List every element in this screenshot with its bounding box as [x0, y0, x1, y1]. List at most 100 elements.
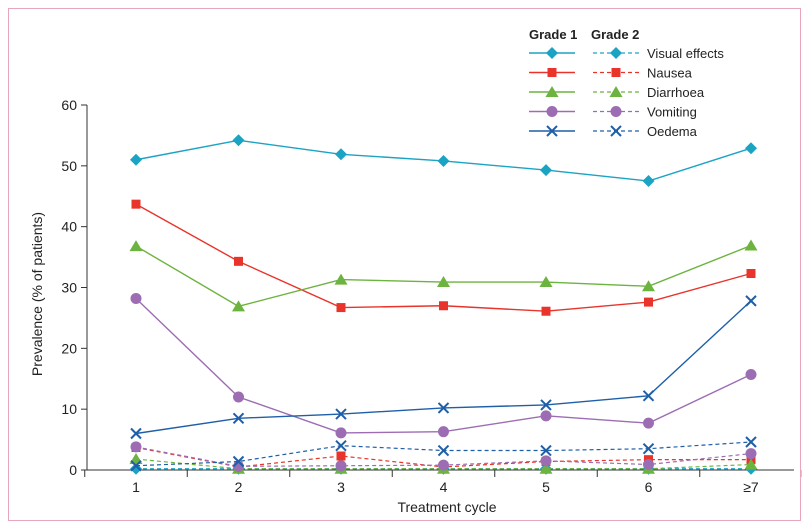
data-point-diarrhoea-grade1: [232, 300, 245, 312]
x-stroke: [437, 444, 450, 457]
data-point-oedema-grade1: [642, 390, 655, 402]
x-stroke: [232, 412, 245, 424]
x-stroke: [437, 402, 450, 414]
x-stroke: [642, 390, 655, 402]
data-point-oedema-grade1: [130, 427, 142, 440]
data-point-vomiting-grade1: [233, 391, 244, 403]
data-point-vomiting-grade1: [335, 427, 347, 439]
line-chart: 0 10 20 30 40 50 60 1 2 3 4 5 6 ≥7 Grade 1 Grade 2 Vi…: [29, 27, 802, 515]
x-stroke: [232, 455, 245, 468]
x-tick-label: 6: [645, 479, 653, 495]
data-point-oedema-grade1: [232, 412, 245, 424]
data-point-nausea-grade1: [541, 306, 551, 316]
x-tick-label: ≥7: [743, 479, 759, 495]
legend-marker-visual-effects-grade1: [546, 47, 558, 59]
data-point-oedema-grade2: [540, 444, 552, 457]
data-point-oedema-grade2: [232, 455, 245, 468]
legend-marker-diarrhoea-grade1: [545, 86, 559, 97]
y-tick-label: 0: [69, 462, 77, 478]
data-point-oedema-grade2: [130, 460, 142, 472]
data-point-diarrhoea-grade1: [437, 276, 450, 288]
data-point-visual-effects-grade1: [437, 154, 450, 167]
data-point-vomiting-grade2: [130, 441, 142, 453]
legend-marker-diarrhoea-grade2: [609, 86, 623, 97]
y-tick-label: 50: [61, 158, 77, 174]
data-point-oedema-grade2: [642, 443, 655, 455]
legend-grade2-header: Grade 2: [591, 27, 639, 42]
x-stroke: [610, 125, 622, 137]
legend-grade1-header: Grade 1: [529, 27, 577, 42]
legend-marker-oedema-grade2: [610, 125, 622, 137]
legend-marker-nausea-grade2: [611, 68, 621, 77]
x-stroke: [642, 443, 655, 455]
data-point-oedema-grade1: [437, 402, 450, 414]
legend-label-oedema: Oedema: [647, 124, 698, 139]
data-point-diarrhoea-grade2: [744, 458, 758, 470]
x-stroke: [540, 399, 552, 411]
series-line-vomiting-grade1: [135, 297, 752, 434]
data-point-diarrhoea-grade2: [539, 462, 553, 474]
x-stroke: [335, 408, 347, 420]
series-line-nausea-grade1: [135, 203, 752, 312]
y-tick-label: 30: [61, 280, 77, 296]
series-line-oedema-grade1: [135, 300, 752, 435]
series-layer: [129, 134, 758, 475]
data-point-diarrhoea-grade1: [744, 239, 758, 251]
chart-frame: 0 10 20 30 40 50 60 1 2 3 4 5 6 ≥7 Grade 1 Grade 2 Vi…: [8, 8, 802, 521]
legend-label-diarrhoea: Diarrhoea: [647, 85, 705, 100]
data-point-oedema-grade1: [335, 408, 347, 420]
data-point-oedema-grade2: [335, 439, 347, 452]
series-line-diarrhoea-grade1: [135, 244, 752, 308]
data-point-vomiting-grade2: [745, 448, 757, 460]
legend-marker-oedema-grade1: [546, 125, 558, 137]
data-point-visual-effects-grade1: [232, 134, 245, 147]
legend-marker-nausea-grade1: [547, 68, 557, 77]
data-point-visual-effects-grade1: [540, 164, 552, 177]
x-stroke: [335, 439, 347, 452]
legend-label-vomiting: Vomiting: [647, 105, 697, 120]
x-stroke: [745, 295, 757, 307]
legend-marker-visual-effects-grade2: [610, 47, 622, 59]
x-stroke: [546, 125, 558, 137]
data-point-nausea-grade1: [234, 256, 243, 266]
y-tick-label: 40: [61, 219, 77, 235]
data-point-oedema-grade2: [745, 436, 757, 448]
data-point-nausea-grade2: [336, 451, 346, 461]
data-point-vomiting-grade1: [130, 292, 142, 304]
x-tick-label: 1: [132, 479, 140, 495]
data-point-vomiting-grade2: [643, 459, 654, 471]
x-stroke: [130, 427, 142, 440]
data-point-diarrhoea-grade1: [334, 273, 348, 285]
x-stroke: [130, 460, 142, 472]
x-stroke: [540, 444, 552, 457]
legend-label-nausea: Nausea: [647, 66, 693, 81]
data-point-vomiting-grade1: [438, 426, 449, 438]
legend-marker-vomiting-grade2: [610, 106, 622, 117]
data-point-vomiting-grade1: [540, 410, 552, 422]
data-point-diarrhoea-grade1: [642, 280, 655, 292]
data-point-nausea-grade1: [439, 301, 448, 311]
data-point-vomiting-grade1: [643, 417, 654, 429]
data-point-nausea-grade1: [746, 269, 756, 279]
data-point-visual-effects-grade1: [130, 153, 142, 166]
data-point-oedema-grade1: [745, 295, 757, 307]
data-point-vomiting-grade2: [335, 460, 347, 472]
data-point-vomiting-grade2: [540, 455, 552, 467]
axes: 0 10 20 30 40 50 60 1 2 3 4 5 6 ≥7: [61, 97, 802, 495]
data-point-nausea-grade1: [336, 303, 346, 313]
y-axis-title: Prevalence (% of patients): [29, 212, 45, 376]
data-point-diarrhoea-grade1: [539, 276, 553, 288]
y-tick-label: 60: [61, 97, 77, 113]
data-point-vomiting-grade2: [438, 459, 449, 471]
data-point-nausea-grade1: [644, 297, 653, 307]
data-point-visual-effects-grade1: [335, 148, 347, 161]
y-tick-label: 10: [61, 401, 77, 417]
legend-label-visual-effects: Visual effects: [647, 46, 724, 61]
x-tick-label: 5: [542, 479, 550, 495]
data-point-oedema-grade1: [540, 399, 552, 411]
x-stroke: [745, 436, 757, 448]
y-tick-label: 20: [61, 340, 77, 356]
data-point-vomiting-grade1: [745, 368, 757, 380]
data-point-visual-effects-grade1: [642, 175, 655, 188]
x-tick-label: 2: [235, 479, 243, 495]
